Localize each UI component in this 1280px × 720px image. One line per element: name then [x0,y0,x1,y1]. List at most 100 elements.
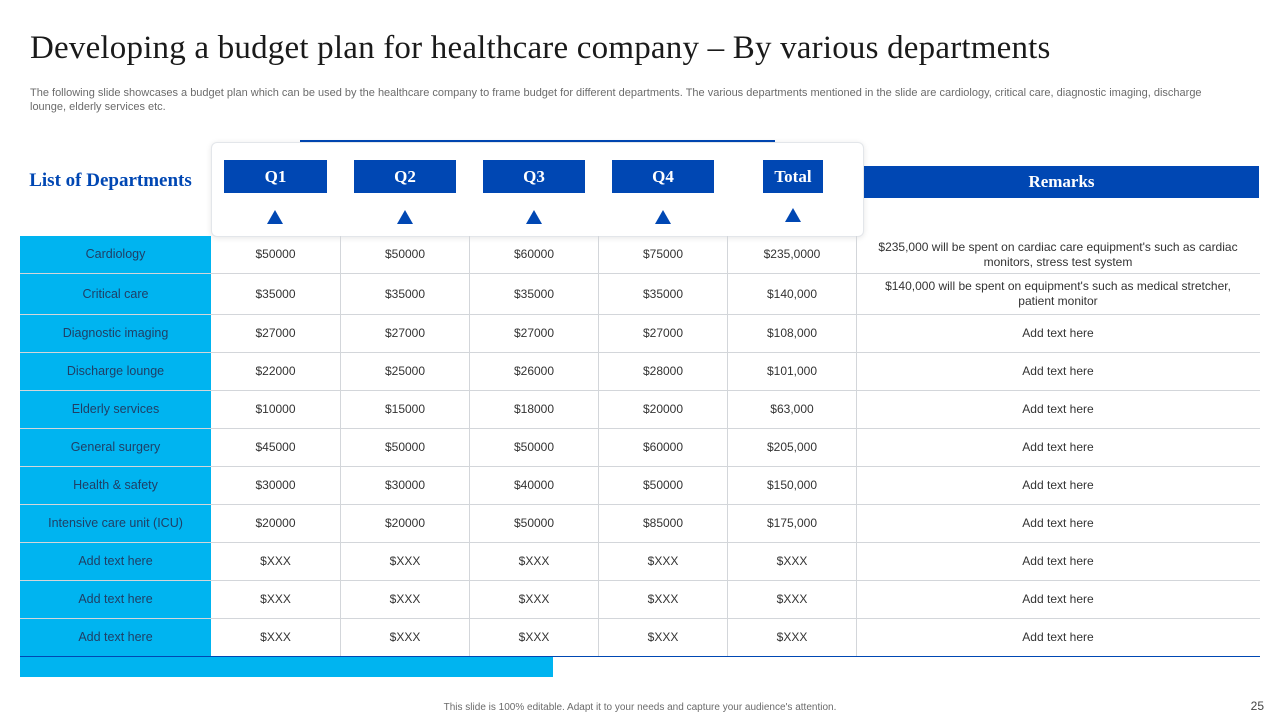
q3-value: $26000 [469,353,598,390]
q3-header: Q3 [483,160,585,193]
table-row: Critical care $35000 $35000 $35000 $35000 $14… [20,274,1260,315]
q1-value: $35000 [255,286,296,301]
table-row: Intensive care unit (ICU) $20000 $20000 $50… [20,505,1260,543]
total-header: Total [763,160,823,193]
table-row: Discharge lounge $22000 $25000 $26000 $28000… [20,353,1260,391]
q2-value: $35000 [340,274,469,314]
q3-value: $XXX [469,543,598,580]
table-row: General surgery $45000 $50000 $50000 $60000 $… [20,429,1260,467]
q2-value: $25000 [340,353,469,390]
q3-up-arrow-icon [526,210,542,224]
q1-value: $22000 [255,364,296,378]
budget-table: Cardiology $50000 $50000 $60000 $75000 $235,0… [20,236,1260,657]
q2-value: $15000 [340,391,469,428]
total-value: $108,000 [727,315,856,352]
header-accent-line [300,140,775,142]
remark-text: Add text here [856,429,1259,466]
slide-title: Developing a budget plan for healthcare … [30,30,1051,66]
q3-value: $35000 [469,274,598,314]
q4-header: Q4 [612,160,714,193]
total-value: $XXX [727,543,856,580]
department-name: Add text here [78,554,153,568]
q4-value: $XXX [598,619,727,656]
total-value: $140,000 [727,274,856,314]
page-number: 25 [1250,699,1264,713]
remark-text: Add text here [856,505,1259,542]
total-value: $150,000 [727,467,856,504]
table-row: Add text here $XXX $XXX $XXX $XXX $XXX Add tex… [20,581,1260,619]
remark-text: Add text here [856,581,1259,618]
q1-value: $10000 [255,402,296,416]
q4-value: $XXX [598,543,727,580]
remark-text: Add text here [856,391,1259,428]
total-value: $205,000 [727,429,856,466]
q1-value: $XXX [260,592,291,606]
q1-value: $30000 [255,478,296,492]
q4-value: $75000 [598,236,727,273]
q2-value: $30000 [340,467,469,504]
q4-value: $85000 [598,505,727,542]
remarks-header: Remarks [864,166,1259,198]
q1-up-arrow-icon [267,210,283,224]
total-value: $175,000 [727,505,856,542]
q4-value: $35000 [598,274,727,314]
department-name: General surgery [70,440,161,454]
footer-note: This slide is 100% editable. Adapt it to… [443,702,837,713]
total-value: $235,0000 [727,236,856,273]
q1-value: $27000 [255,326,296,340]
total-value: $XXX [727,581,856,618]
q2-value: $20000 [340,505,469,542]
q3-value: $50000 [469,505,598,542]
table-row: Add text here $XXX $XXX $XXX $XXX $XXX Add tex… [20,543,1260,581]
panel-footer-band [20,657,553,677]
q4-up-arrow-icon [655,210,671,224]
department-name: Intensive care unit (ICU) [48,516,183,530]
q3-value: $50000 [469,429,598,466]
departments-header: List of Departments [29,170,192,191]
remark-text: Add text here [856,619,1259,656]
total-value: $63,000 [727,391,856,428]
department-name: Cardiology [85,247,146,261]
department-name: Discharge lounge [66,364,165,378]
q2-header: Q2 [354,160,456,193]
department-name: Add text here [78,592,153,606]
remark-text: Add text here [856,315,1259,352]
department-name: Diagnostic imaging [62,326,169,340]
remark-text: Add text here [856,467,1259,504]
department-name: Critical care [82,286,149,301]
q1-value: $45000 [255,440,296,454]
q4-value: $20000 [598,391,727,428]
remark-text: Add text here [856,353,1259,390]
remark-text: Add text here [856,543,1259,580]
q4-value: $27000 [598,315,727,352]
q2-value: $50000 [340,429,469,466]
q1-value: $XXX [260,554,291,568]
q4-value: $60000 [598,429,727,466]
remark-text: $140,000 will be spent on equipment's su… [856,274,1259,314]
q1-value: $20000 [255,516,296,530]
total-value: $XXX [727,619,856,656]
q2-value: $27000 [340,315,469,352]
q4-value: $50000 [598,467,727,504]
remark-text: $235,000 will be spent on cardiac care e… [856,236,1259,273]
q2-value: $XXX [340,543,469,580]
department-name: Add text here [78,630,153,644]
q3-value: $XXX [469,581,598,618]
q3-value: $XXX [469,619,598,656]
q2-up-arrow-icon [397,210,413,224]
q1-header: Q1 [224,160,327,193]
departments-panel [20,236,211,657]
q4-value: $XXX [598,581,727,618]
q1-value: $XXX [260,630,291,644]
table-row: Cardiology $50000 $50000 $60000 $75000 $235,0… [20,236,1260,274]
department-name: Health & safety [73,478,158,492]
q1-value: $50000 [255,247,296,261]
q2-value: $XXX [340,619,469,656]
q3-value: $18000 [469,391,598,428]
q3-value: $40000 [469,467,598,504]
department-name: Elderly services [71,402,160,416]
table-row: Elderly services $10000 $15000 $18000 $20000… [20,391,1260,429]
total-up-arrow-icon [785,208,801,222]
q2-value: $50000 [340,236,469,273]
q3-value: $27000 [469,315,598,352]
